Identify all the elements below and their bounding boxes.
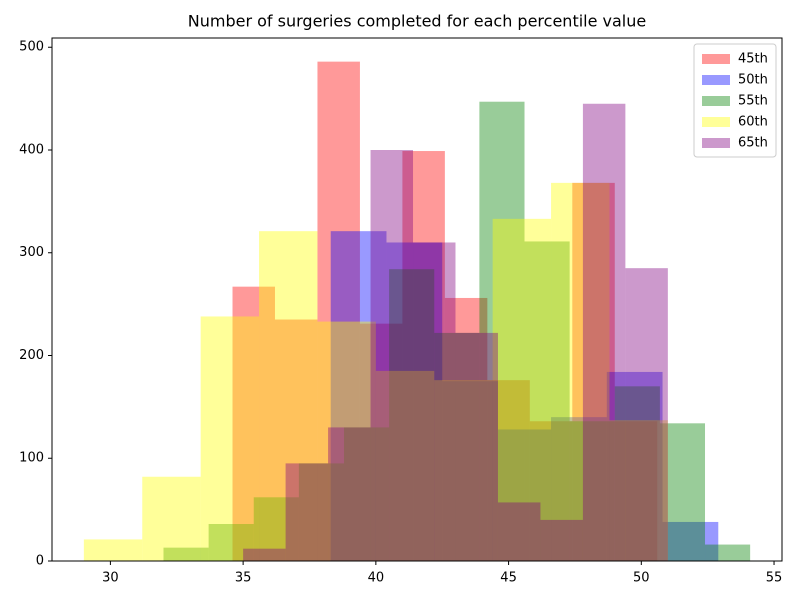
- legend: 45th 50th 55th 60th 65th: [693, 43, 777, 158]
- histogram-bar: [487, 380, 530, 561]
- histogram-bar: [259, 231, 318, 561]
- histogram-bar: [442, 381, 498, 561]
- x-tick-label: 50: [633, 571, 650, 586]
- histogram-bar: [232, 286, 275, 561]
- chart-title: Number of surgeries completed for each p…: [188, 12, 646, 31]
- histogram-bar: [614, 421, 658, 561]
- y-tick-label: 400: [19, 142, 44, 157]
- histogram-bar: [455, 332, 498, 561]
- histogram-bar: [208, 524, 254, 561]
- legend-swatch: [702, 54, 730, 64]
- y-tick-label: 500: [19, 40, 44, 55]
- histogram-bar: [344, 427, 390, 561]
- histogram-bar: [540, 519, 583, 561]
- histogram-bar: [402, 151, 445, 561]
- histogram-bar: [253, 497, 299, 561]
- y-tick-label: 300: [19, 245, 44, 260]
- histogram-bar: [497, 502, 541, 561]
- histogram-bar: [317, 321, 376, 561]
- histogram-bar: [285, 463, 329, 561]
- histogram-bar: [625, 268, 668, 561]
- histogram-bar: [551, 417, 607, 561]
- histogram-bar: [662, 521, 719, 561]
- histogram-bar: [386, 242, 443, 561]
- histogram-bar: [434, 332, 480, 561]
- histogram-bar: [444, 297, 488, 561]
- histogram-bar: [582, 103, 626, 561]
- x-tick-label: 40: [368, 571, 385, 586]
- histogram-bar: [479, 101, 525, 561]
- histogram-bar: [330, 231, 387, 561]
- histogram-bar: [572, 182, 615, 562]
- histogram-bar: [492, 218, 552, 561]
- legend-swatch: [702, 117, 730, 127]
- legend-label: 45th: [738, 52, 768, 67]
- histogram-bar: [274, 319, 318, 561]
- histogram-bar: [413, 242, 456, 561]
- y-tick-label: 100: [19, 451, 44, 466]
- x-tick-label: 30: [102, 571, 119, 586]
- histogram-bar: [328, 427, 371, 561]
- histogram-bar: [529, 421, 573, 561]
- histogram-bar: [497, 429, 552, 561]
- histogram-bar: [606, 371, 663, 561]
- y-tick-label: 200: [19, 348, 44, 363]
- plot-area: [83, 61, 751, 562]
- x-tick-label: 45: [500, 571, 517, 586]
- legend-box: [693, 43, 777, 158]
- histogram-bar: [524, 241, 570, 561]
- x-tick-label: 55: [766, 571, 783, 586]
- histogram-bar: [298, 463, 344, 561]
- histogram-bar: [370, 149, 414, 561]
- histogram-bar: [569, 421, 615, 561]
- legend-swatch: [702, 75, 730, 85]
- histogram-bar: [359, 323, 403, 561]
- histogram-bar: [375, 370, 435, 561]
- histogram-bar: [614, 386, 660, 561]
- legend-swatch: [702, 96, 730, 106]
- histogram-bar: [163, 547, 209, 561]
- histogram-bar: [551, 182, 610, 562]
- histogram-bar: [142, 476, 201, 561]
- legend-swatch: [702, 138, 730, 148]
- axes-frame: [51, 37, 783, 562]
- legend-label: 50th: [738, 73, 768, 88]
- histogram-bar: [200, 316, 260, 561]
- legend-label: 65th: [738, 136, 768, 151]
- histogram-bar: [659, 423, 706, 561]
- histogram-bar: [83, 539, 143, 561]
- histogram-bar: [434, 380, 493, 561]
- histogram-bar: [243, 548, 286, 561]
- legend-label: 55th: [738, 94, 768, 109]
- legend-label: 60th: [738, 115, 768, 130]
- histogram-bar: [705, 544, 751, 561]
- x-tick-label: 35: [235, 571, 252, 586]
- histogram-bar: [609, 420, 668, 561]
- histogram-bar: [389, 269, 435, 561]
- histogram-bar: [317, 61, 360, 561]
- y-tick-label: 0: [36, 554, 44, 569]
